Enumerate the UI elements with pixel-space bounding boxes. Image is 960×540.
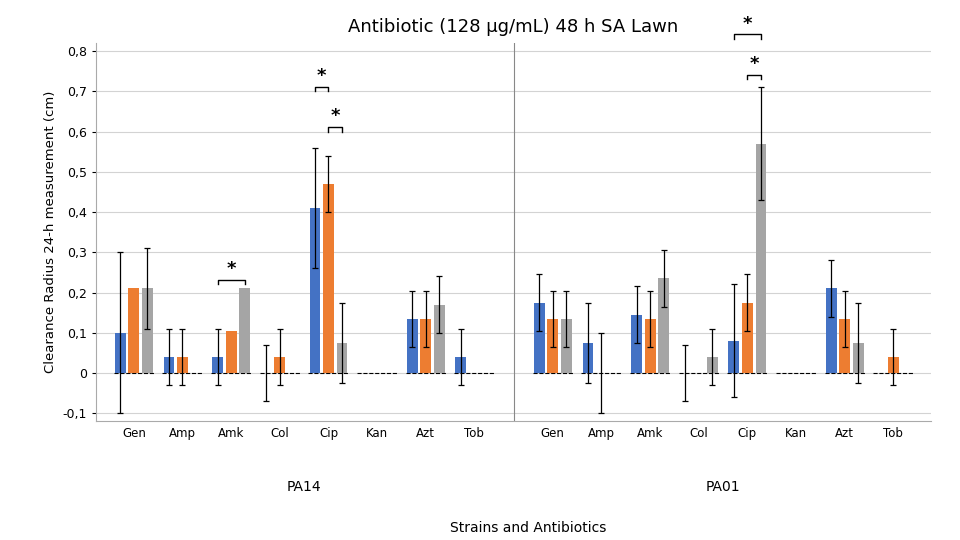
Bar [583,343,593,373]
Bar [756,144,766,373]
Text: Strains and Antibiotics: Strains and Antibiotics [450,521,606,535]
Bar [852,343,864,373]
Bar [645,319,656,373]
Text: *: * [743,15,752,33]
Bar [729,341,739,373]
Bar [534,302,544,373]
Text: *: * [227,260,236,278]
Bar [561,319,572,373]
Bar [129,288,139,373]
Title: Antibiotic (128 μg/mL) 48 h SA Lawn: Antibiotic (128 μg/mL) 48 h SA Lawn [348,18,679,36]
Bar [888,357,899,373]
Bar [434,305,444,373]
Bar [226,330,236,373]
Bar [212,357,223,373]
Bar [239,288,250,373]
Bar [407,319,418,373]
Bar [826,288,836,373]
Text: *: * [750,55,759,73]
Text: *: * [330,107,340,125]
Bar [839,319,851,373]
Text: *: * [317,67,326,85]
Bar [309,208,321,373]
Text: PA01: PA01 [706,480,740,494]
Bar [742,302,753,373]
Bar [455,357,467,373]
Bar [547,319,558,373]
Bar [631,315,642,373]
Bar [707,357,718,373]
Bar [659,279,669,373]
Bar [337,343,348,373]
Bar [177,357,188,373]
Bar [115,333,126,373]
Text: PA14: PA14 [287,480,322,494]
Bar [324,184,334,373]
Bar [163,357,175,373]
Y-axis label: Clearance Radius 24-h measurement (cm): Clearance Radius 24-h measurement (cm) [44,91,57,373]
Bar [420,319,431,373]
Bar [142,288,153,373]
Bar [275,357,285,373]
